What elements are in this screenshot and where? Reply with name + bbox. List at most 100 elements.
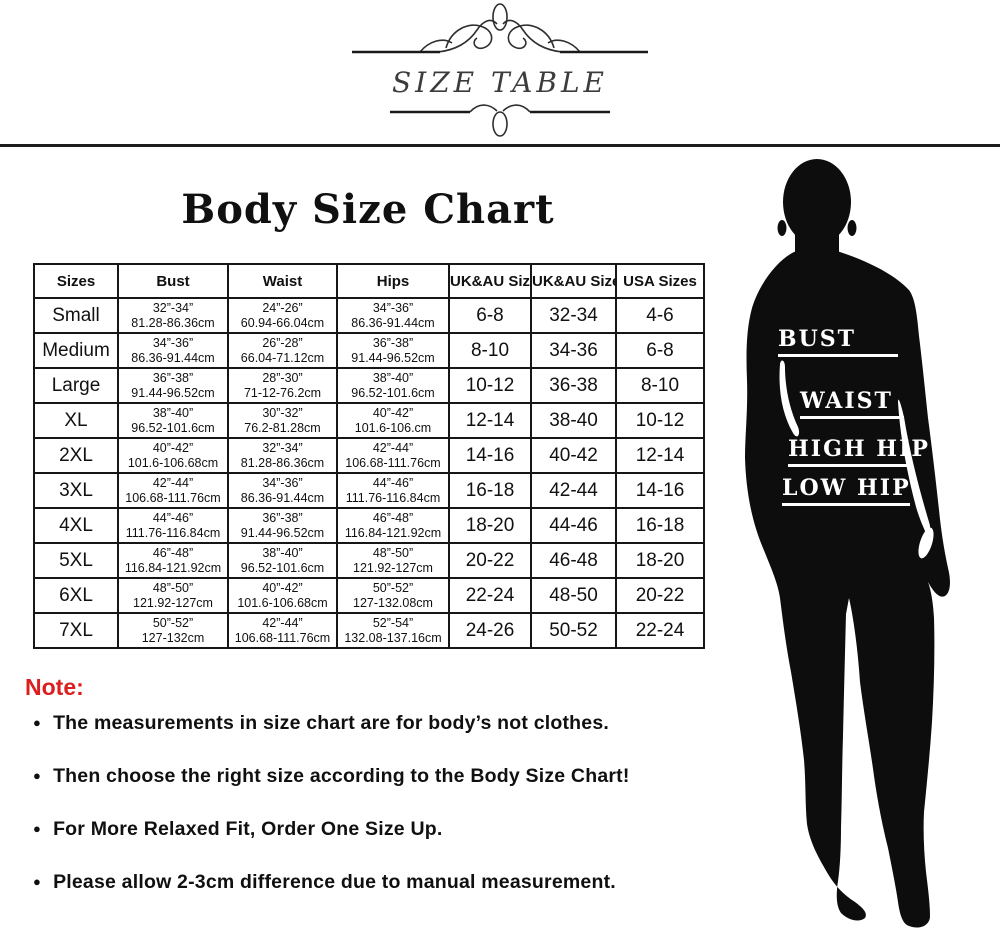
hips-cell: 42”-44” 106.68-111.76cm [336, 437, 450, 474]
size-label: Small [33, 297, 119, 334]
ukau-size-2: 46-48 [530, 542, 617, 579]
cm-value: 106.68-111.76cm [125, 490, 221, 505]
table-row: XL 38”-40” 96.52-101.6cm 30”-32” 76.2-81.2… [33, 402, 705, 439]
cm-value: 91.44-96.52cm [240, 525, 325, 540]
waist-cell: 34”-36” 86.36-91.44cm [227, 472, 338, 509]
bust-cell: 48”-50” 121.92-127cm [117, 577, 229, 614]
notes-heading: Note: [25, 674, 84, 700]
inch-value: 50”-52” [152, 615, 194, 630]
inch-value: 32”-34” [152, 300, 194, 315]
col-waist: Waist [227, 263, 338, 299]
inch-value: 28”-30” [262, 370, 303, 385]
waist-cell: 36”-38” 91.44-96.52cm [227, 507, 338, 544]
inch-value: 50”-52” [372, 580, 414, 595]
cm-value: 81.28-86.36cm [240, 455, 325, 470]
ukau-size-1: 12-14 [448, 402, 532, 439]
cm-value: 101.6-106.cm [354, 420, 432, 435]
inch-value: 46”-48” [372, 510, 414, 525]
ukau-size-1: 16-18 [448, 472, 532, 509]
cm-value: 86.36-91.44cm [351, 315, 435, 330]
usa-size: 4-6 [615, 297, 705, 334]
usa-size: 6-8 [615, 332, 705, 369]
inch-value: 42”-44” [262, 615, 303, 630]
body-measurement-figure: BUST WAIST HIGH HIP LOW HIP [700, 140, 1000, 933]
cm-value: 127-132cm [141, 630, 205, 645]
col-bust: Bust [117, 263, 229, 299]
bust-measure-label: BUST [778, 328, 898, 357]
inch-value: 44”-46” [152, 510, 194, 525]
ukau-size-1: 22-24 [448, 577, 532, 614]
inch-value: 40”-42” [372, 405, 414, 420]
col-ukau-1: UK&AU Sizes [448, 263, 532, 299]
ornament-title: SIZE TABLE [392, 66, 608, 99]
ukau-size-2: 36-38 [530, 367, 617, 404]
cm-value: 116.84-121.92cm [344, 525, 442, 540]
cm-value: 91.44-96.52cm [351, 350, 435, 365]
inch-value: 36”-38” [262, 510, 303, 525]
waist-cell: 32”-34” 81.28-86.36cm [227, 437, 338, 474]
note-text: For More Relaxed Fit, Order One Size Up. [53, 818, 443, 840]
cm-value: 101.6-106.68cm [237, 595, 328, 610]
ukau-size-1: 20-22 [448, 542, 532, 579]
size-chart-table: Sizes Bust Waist Hips UK&AU Sizes UK&AU … [33, 263, 705, 649]
inch-value: 26”-28” [262, 335, 303, 350]
inch-value: 44”-46” [372, 475, 414, 490]
waist-cell: 30”-32” 76.2-81.28cm [227, 402, 338, 439]
hips-cell: 52”-54” 132.08-137.16cm [336, 612, 450, 649]
ukau-size-1: 14-16 [448, 437, 532, 474]
cm-value: 101.6-106.68cm [127, 455, 219, 470]
waist-cell: 42”-44” 106.68-111.76cm [227, 612, 338, 649]
hips-cell: 36”-38” 91.44-96.52cm [336, 332, 450, 369]
cm-value: 121.92-127cm [353, 560, 433, 575]
bullet-icon: ● [33, 874, 42, 889]
ukau-size-2: 48-50 [530, 577, 617, 614]
note-item: ● For More Relaxed Fit, Order One Size U… [33, 818, 442, 841]
size-label: 2XL [33, 437, 119, 474]
size-label: 7XL [33, 612, 119, 649]
inch-value: 48”-50” [152, 580, 194, 595]
inch-value: 40”-42” [152, 440, 194, 455]
note-item: ● The measurements in size chart are for… [33, 712, 609, 735]
inch-value: 42”-44” [152, 475, 194, 490]
ukau-size-1: 10-12 [448, 367, 532, 404]
table-row: 6XL 48”-50” 121.92-127cm 40”-42” 101.6-106… [33, 577, 705, 614]
ukau-size-1: 24-26 [448, 612, 532, 649]
cm-value: 86.36-91.44cm [131, 350, 215, 365]
usa-size: 22-24 [615, 612, 705, 649]
page-title: Body Size Chart [181, 186, 555, 233]
col-ukau-2: UK&AU Sizes [530, 263, 617, 299]
inch-value: 38”-40” [152, 405, 194, 420]
inch-value: 42”-44” [372, 440, 414, 455]
bust-cell: 46”-48” 116.84-121.92cm [117, 542, 229, 579]
cm-value: 132.08-137.16cm [344, 630, 442, 645]
cm-value: 91.44-96.52cm [131, 385, 215, 400]
inch-value: 34”-36” [262, 475, 303, 490]
size-label: 5XL [33, 542, 119, 579]
usa-size: 10-12 [615, 402, 705, 439]
inch-value: 52”-54” [372, 615, 414, 630]
cm-value: 81.28-86.36cm [131, 315, 215, 330]
low-hip-measure-label: LOW HIP [782, 477, 910, 506]
usa-size: 18-20 [615, 542, 705, 579]
cm-value: 66.04-71.12cm [240, 350, 325, 365]
bullet-icon: ● [33, 821, 42, 836]
ukau-size-2: 50-52 [530, 612, 617, 649]
bullet-icon: ● [33, 768, 42, 783]
header-divider [0, 144, 1000, 147]
hips-cell: 38”-40” 96.52-101.6cm [336, 367, 450, 404]
note-item: ● Then choose the right size according t… [33, 765, 630, 788]
hips-cell: 34”-36” 86.36-91.44cm [336, 297, 450, 334]
table-row: 5XL 46”-48” 116.84-121.92cm 38”-40” 96.52-… [33, 542, 705, 579]
inch-value: 38”-40” [372, 370, 414, 385]
cm-value: 86.36-91.44cm [240, 490, 325, 505]
table-row: 7XL 50”-52” 127-132cm 42”-44” 106.68-111.7… [33, 612, 705, 649]
table-row: 3XL 42”-44” 106.68-111.76cm 34”-36” 86.36-… [33, 472, 705, 509]
hips-cell: 50”-52” 127-132.08cm [336, 577, 450, 614]
inch-value: 30”-32” [262, 405, 303, 420]
size-label: XL [33, 402, 119, 439]
bust-cell: 44”-46” 111.76-116.84cm [117, 507, 229, 544]
usa-size: 14-16 [615, 472, 705, 509]
table-header-row: Sizes Bust Waist Hips UK&AU Sizes UK&AU … [33, 263, 705, 299]
table-row: Large 36”-38” 91.44-96.52cm 28”-30” 71-12-… [33, 367, 705, 404]
